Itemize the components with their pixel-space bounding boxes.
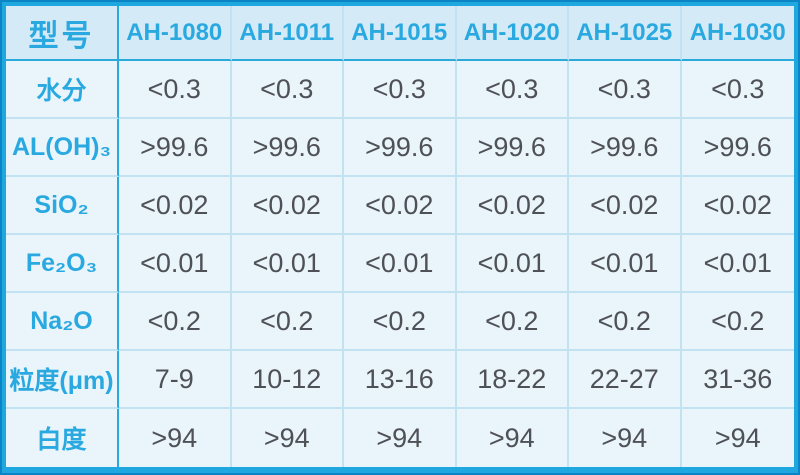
value-cell: <0.01 bbox=[569, 235, 682, 293]
value-cell: 31-36 bbox=[681, 351, 794, 409]
value-cell: 22-27 bbox=[569, 351, 682, 409]
value-cell: <0.3 bbox=[119, 61, 232, 119]
value-cell: >99.6 bbox=[231, 119, 344, 177]
value-cell: >94 bbox=[119, 409, 232, 467]
row-label-cell: 水分 bbox=[6, 61, 119, 119]
value-cell: <0.2 bbox=[456, 293, 569, 351]
model-header-cell: AH-1080 bbox=[119, 6, 232, 61]
value-cell: 18-22 bbox=[456, 351, 569, 409]
value-cell: >99.6 bbox=[569, 119, 682, 177]
value-cell: <0.02 bbox=[681, 177, 794, 235]
model-header-cell: AH-1030 bbox=[681, 6, 794, 61]
value-cell: <0.01 bbox=[344, 235, 457, 293]
value-cell: <0.01 bbox=[231, 235, 344, 293]
value-cell: >99.6 bbox=[119, 119, 232, 177]
value-cell: <0.02 bbox=[119, 177, 232, 235]
value-cell: 7-9 bbox=[119, 351, 232, 409]
value-cell: >94 bbox=[344, 409, 457, 467]
value-cell: <0.02 bbox=[344, 177, 457, 235]
model-header-cell: AH-1011 bbox=[231, 6, 344, 61]
corner-header-cell: 型号 bbox=[6, 6, 119, 61]
value-cell: <0.01 bbox=[681, 235, 794, 293]
value-cell: <0.3 bbox=[681, 61, 794, 119]
model-header-cell: AH-1015 bbox=[344, 6, 457, 61]
model-header-cell: AH-1025 bbox=[569, 6, 682, 61]
value-cell: 13-16 bbox=[344, 351, 457, 409]
value-cell: <0.02 bbox=[456, 177, 569, 235]
value-cell: <0.2 bbox=[569, 293, 682, 351]
value-cell: >94 bbox=[456, 409, 569, 467]
value-cell: <0.3 bbox=[456, 61, 569, 119]
value-cell: >99.6 bbox=[344, 119, 457, 177]
row-label-cell: Fe₂O₃ bbox=[6, 235, 119, 293]
value-cell: >94 bbox=[569, 409, 682, 467]
value-cell: <0.01 bbox=[119, 235, 232, 293]
row-label-cell: Na₂O bbox=[6, 293, 119, 351]
value-cell: <0.2 bbox=[231, 293, 344, 351]
row-label-cell: AL(OH)₃ bbox=[6, 119, 119, 177]
value-cell: >99.6 bbox=[681, 119, 794, 177]
value-cell: >94 bbox=[681, 409, 794, 467]
spec-table: 型号 AH-1080 AH-1011 AH-1015 AH-1020 AH-1025 AH… bbox=[6, 6, 794, 467]
value-cell: <0.3 bbox=[344, 61, 457, 119]
value-cell: >99.6 bbox=[456, 119, 569, 177]
value-cell: <0.3 bbox=[569, 61, 682, 119]
value-cell: <0.2 bbox=[119, 293, 232, 351]
value-cell: <0.2 bbox=[681, 293, 794, 351]
value-cell: <0.2 bbox=[344, 293, 457, 351]
row-label-cell: 粒度(μm) bbox=[6, 351, 119, 409]
value-cell: <0.02 bbox=[231, 177, 344, 235]
value-cell: <0.01 bbox=[456, 235, 569, 293]
value-cell: >94 bbox=[231, 409, 344, 467]
value-cell: <0.02 bbox=[569, 177, 682, 235]
model-header-cell: AH-1020 bbox=[456, 6, 569, 61]
value-cell: 10-12 bbox=[231, 351, 344, 409]
row-label-cell: SiO₂ bbox=[6, 177, 119, 235]
value-cell: <0.3 bbox=[231, 61, 344, 119]
row-label-cell: 白度 bbox=[6, 409, 119, 467]
